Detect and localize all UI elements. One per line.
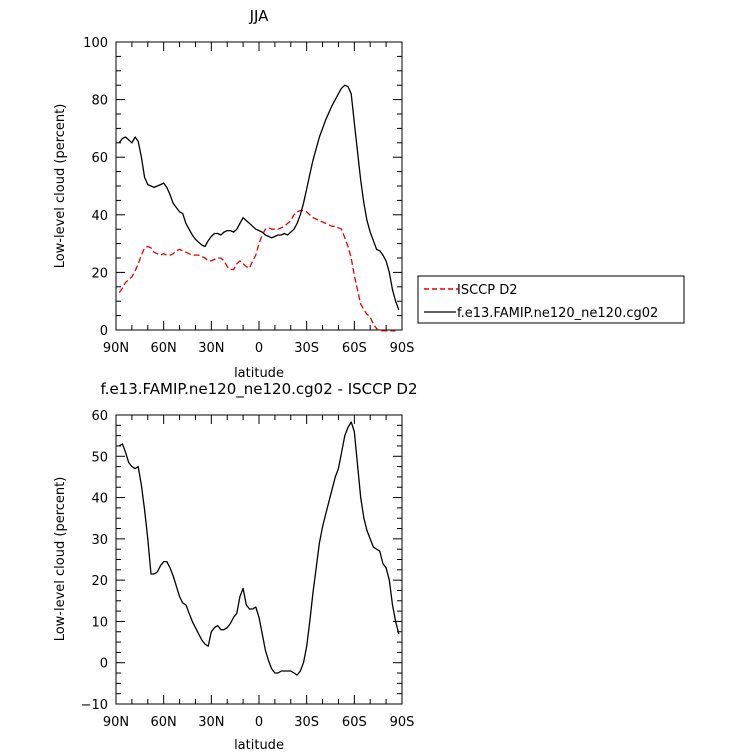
y-tick-label: 0	[100, 324, 108, 339]
x-tick-label: 60N	[151, 715, 177, 730]
x-axis-ticks-top: 90N 60N 30N 0 30S 60S 90S	[103, 42, 415, 356]
y-tick-label: 30	[91, 533, 108, 548]
x-tick-label: 90S	[390, 341, 415, 356]
y-tick-label: 60	[91, 151, 108, 166]
x-axis-label-bottom: latitude	[234, 738, 284, 753]
y-tick-label: 0	[100, 657, 108, 672]
x-axis-label-top: latitude	[234, 366, 284, 381]
x-tick-label: 0	[255, 341, 263, 356]
x-tick-label: 0	[255, 715, 263, 730]
legend-box	[417, 275, 685, 324]
y-tick-label: 100	[83, 36, 108, 51]
x-tick-label: 60N	[151, 341, 177, 356]
x-axis-ticks-bottom: 90N 60N 30N 0 30S 60S 90S	[103, 415, 415, 730]
legend-label-model: f.e13.FAMIP.ne120_ne120.cg02	[457, 306, 658, 321]
chart-bottom: f.e13.FAMIP.ne120_ne120.cg02 - ISCCP D2 …	[53, 380, 418, 753]
x-tick-label: 90S	[390, 715, 415, 730]
series-line-bottom-0	[118, 421, 400, 676]
series-line-top-1	[118, 84, 400, 311]
x-tick-label: 30S	[294, 341, 319, 356]
x-tick-label: 60S	[342, 341, 367, 356]
y-tick-label: 20	[91, 266, 108, 281]
y-tick-label: 10	[91, 615, 108, 630]
chart-top-title: JJA	[249, 7, 270, 25]
y-tick-label: −10	[81, 698, 108, 713]
y-tick-label: 40	[91, 492, 108, 507]
y-axis-label-bottom: Low-level cloud (percent)	[53, 477, 68, 642]
x-tick-label: 90N	[103, 715, 129, 730]
x-tick-label: 60S	[342, 715, 367, 730]
y-axis-label-top: Low-level cloud (percent)	[53, 104, 68, 269]
y-tick-label: 60	[91, 409, 108, 424]
x-tick-label: 30S	[294, 715, 319, 730]
y-tick-label: 20	[91, 574, 108, 589]
y-tick-label: 80	[91, 94, 108, 109]
x-tick-label: 30N	[198, 341, 224, 356]
series-lines-bottom	[118, 421, 400, 676]
y-axis-ticks-bottom: −10 0 10 20 30 40 50 60	[81, 409, 402, 713]
series-lines-top	[118, 84, 400, 332]
y-tick-label: 40	[91, 209, 108, 224]
series-line-top-0	[118, 209, 396, 332]
plot-area-bottom	[115, 414, 403, 705]
chart-bottom-title: f.e13.FAMIP.ne120_ne120.cg02 - ISCCP D2	[101, 380, 418, 399]
x-tick-label: 30N	[198, 715, 224, 730]
legend: ISCCP D2 f.e13.FAMIP.ne120_ne120.cg02	[417, 275, 685, 324]
legend-label-isccp: ISCCP D2	[457, 283, 518, 298]
y-tick-label: 50	[91, 450, 108, 465]
y-axis-ticks-top: 0 20 40 60 80 100	[83, 36, 402, 339]
chart-top: JJA 0 20 40 60 80 100 90N 60N 30N 0 30S 60S 90S lat…	[53, 7, 685, 381]
x-tick-label: 90N	[103, 341, 129, 356]
